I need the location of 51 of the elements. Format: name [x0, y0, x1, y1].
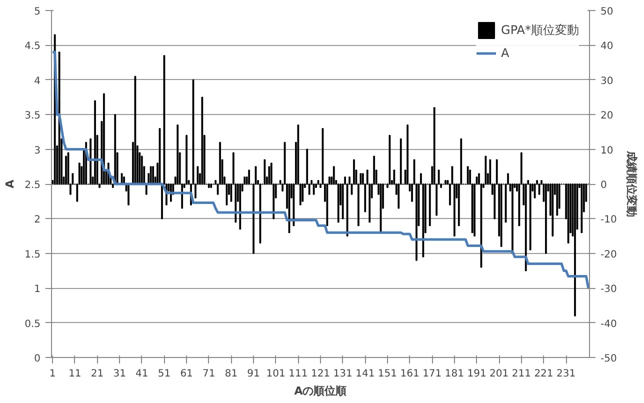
y-tick-label: 3	[34, 145, 41, 156]
legend-label: GPA*順位変動	[501, 22, 579, 38]
x-tick-label: 151	[378, 368, 398, 380]
y-tick-label: 1.5	[24, 249, 41, 260]
x-tick-label: 71	[202, 368, 216, 380]
y-tick-label: 4.5	[24, 41, 41, 52]
y-tick-label: 0	[34, 354, 41, 364]
x-tick-label: 141	[356, 368, 375, 380]
x-tick-label: 171	[422, 368, 442, 380]
y2-tick-label: 20	[600, 110, 614, 122]
y-tick-label: 2.5	[24, 180, 41, 191]
y-tick-label: 1	[34, 284, 41, 296]
x-tick-label: 181	[444, 368, 464, 380]
y2-tick-label: 50	[600, 6, 614, 18]
y2-tick-label: -20	[600, 249, 617, 260]
x-tick-label: 81	[224, 368, 238, 380]
x-tick-label: 61	[180, 368, 193, 380]
x-tick-label: 51	[158, 368, 171, 380]
y2-tick-label: -50	[600, 354, 617, 364]
y-tick-label: 2	[34, 214, 41, 226]
y2-tick-label: -30	[600, 284, 617, 296]
x-tick-label: 191	[467, 368, 486, 380]
x-tick-label: 31	[113, 368, 126, 380]
x-tick-label: 91	[247, 368, 260, 380]
x-tick-label: 101	[266, 368, 286, 380]
y2-tick-label: 10	[600, 145, 614, 156]
x-tick-label: 221	[534, 368, 554, 380]
y-tick-label: 0.5	[24, 318, 41, 330]
x-tick-label: 111	[288, 368, 308, 380]
x-tick-label: 211	[512, 368, 531, 380]
x-tick-label: 1	[49, 368, 56, 380]
y2-tick-label: -40	[600, 318, 617, 330]
x-tick-label: 121	[310, 368, 330, 380]
legend-label: A	[501, 46, 510, 60]
y2-tick-label: 40	[600, 41, 614, 52]
x-tick-label: 231	[556, 368, 576, 380]
x-tick-label: 11	[68, 368, 82, 380]
y-axis-title: A	[4, 179, 17, 188]
y2-tick-label: 30	[600, 76, 614, 87]
x-tick-label: 21	[90, 368, 104, 380]
y-tick-label: 3.5	[24, 110, 41, 122]
y-tick-label: 4	[34, 76, 41, 87]
x-tick-label: 131	[333, 368, 352, 380]
x-tick-label: 201	[490, 368, 509, 380]
y2-tick-label: -10	[600, 214, 617, 226]
x-axis-title: Aの順位順	[294, 384, 347, 398]
y-tick-label: 5	[34, 6, 41, 18]
y2-axis-title: 成績順位変動	[624, 150, 638, 217]
x-tick-label: 41	[136, 368, 148, 380]
x-tick-label: 161	[400, 368, 420, 380]
y2-tick-label: 0	[600, 180, 607, 191]
